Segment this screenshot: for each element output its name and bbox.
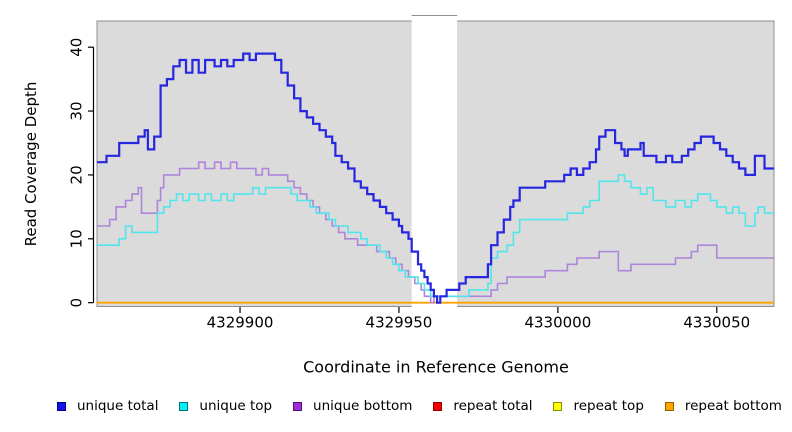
y-tick-label: 0	[68, 298, 86, 308]
legend-swatch-icon	[293, 401, 303, 411]
legend-swatch-icon	[57, 401, 66, 411]
coverage-gap-region	[411, 15, 458, 307]
series-unique-bottom-line	[97, 161, 774, 304]
legend-item-label: repeat total	[453, 398, 533, 414]
legend-swatch-icon	[664, 401, 674, 411]
legend-swatch-icon	[433, 401, 443, 411]
series-unique-total-line	[97, 52, 774, 304]
series-unique-top-line	[97, 174, 774, 298]
legend: unique total unique top unique bottom repea…	[57, 396, 782, 416]
legend-item: unique bottom	[293, 398, 412, 414]
y-tick-label: 30	[68, 102, 86, 121]
legend-swatch-icon	[179, 401, 189, 411]
legend-item-label: unique top	[199, 398, 273, 414]
legend-item: repeat total	[433, 398, 533, 414]
legend-swatch-icon	[553, 401, 563, 411]
x-tick-label: 4329900	[207, 314, 274, 332]
legend-item: repeat bottom	[664, 398, 782, 414]
legend-item-label: repeat top	[573, 398, 644, 414]
legend-item: repeat top	[553, 398, 644, 414]
y-tick-label: 40	[68, 38, 86, 57]
x-tick-label: 4329950	[366, 314, 433, 332]
legend-item-label: unique total	[77, 398, 159, 414]
x-tick-label: 4330050	[683, 314, 750, 332]
y-tick-label: 20	[68, 165, 86, 184]
y-tick-label: 10	[68, 229, 86, 248]
x-tick-label: 4330000	[524, 314, 591, 332]
y-axis-title: Read Coverage Depth	[22, 81, 40, 247]
legend-item: unique total	[57, 398, 158, 414]
legend-item-label: unique bottom	[313, 398, 413, 414]
x-axis-title: Coordinate in Reference Genome	[303, 357, 569, 377]
legend-item-label: repeat bottom	[684, 398, 782, 414]
legend-item: unique top	[179, 398, 272, 414]
